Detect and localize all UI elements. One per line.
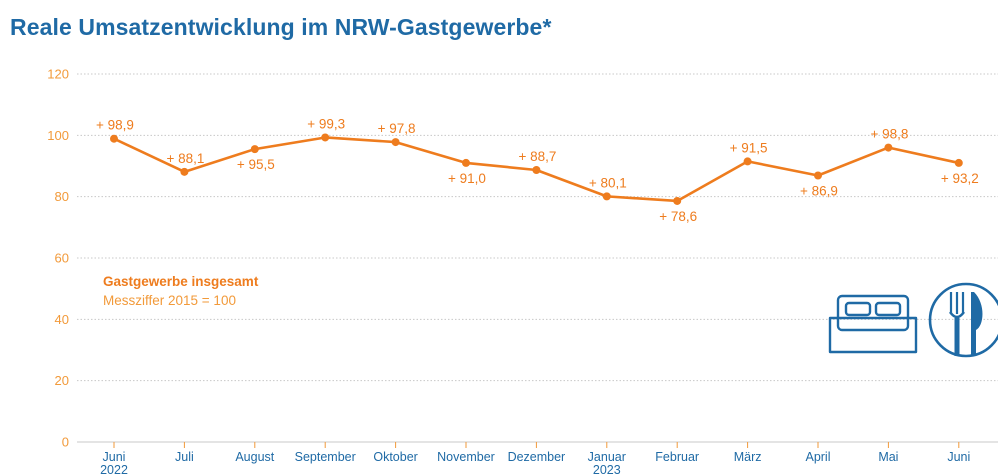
- x-tick-label: Oktober: [373, 450, 417, 464]
- data-label: + 98,9: [96, 118, 134, 133]
- data-point: [743, 157, 752, 166]
- data-label: + 88,7: [518, 149, 556, 164]
- data-labels: + 98,9 + 88,1 + 95,5 + 99,3 + 97,8 + 91,0 + 88…: [96, 116, 979, 223]
- y-tick-label: 0: [62, 435, 69, 450]
- x-tick-label: Februar: [655, 450, 699, 464]
- y-tick-label: 80: [55, 189, 69, 204]
- data-label: + 95,5: [237, 157, 275, 172]
- data-label: + 86,9: [800, 184, 838, 199]
- data-point: [391, 138, 400, 147]
- y-tick-label: 100: [47, 128, 69, 143]
- data-label: + 88,1: [166, 151, 204, 166]
- x-tick-label: September: [295, 450, 356, 464]
- x-tick-label: August: [235, 450, 274, 464]
- y-tick-label: 60: [55, 251, 69, 266]
- data-point: [954, 158, 963, 167]
- x-tick-label: Juli: [175, 450, 194, 464]
- x-tick-label: Juni: [947, 450, 970, 464]
- data-point: [673, 196, 682, 205]
- data-point: [180, 167, 189, 176]
- x-tick-year-label: 2023: [593, 463, 621, 476]
- data-point: [884, 143, 893, 152]
- data-label: + 91,0: [448, 171, 486, 186]
- chart-title: Reale Umsatzentwicklung im NRW-Gastgewer…: [10, 14, 552, 40]
- y-tick-label: 120: [47, 67, 69, 82]
- data-label: + 99,3: [307, 116, 345, 131]
- x-tick-label: Juni: [103, 450, 126, 464]
- bed-icon: [828, 294, 918, 354]
- data-point: [602, 192, 611, 201]
- data-label: + 91,5: [730, 140, 768, 155]
- data-label: + 98,8: [870, 127, 908, 142]
- x-tick-label: März: [734, 450, 762, 464]
- data-point: [110, 134, 118, 143]
- x-tick-label: November: [437, 450, 495, 464]
- data-point: [250, 145, 259, 154]
- data-label: + 78,6: [659, 209, 697, 224]
- data-label: + 93,2: [941, 171, 979, 186]
- x-tick-label: April: [805, 450, 830, 464]
- legend-series-name: Gastgewerbe insgesamt: [103, 274, 259, 289]
- y-tick-label: 20: [55, 373, 69, 388]
- data-point: [321, 133, 330, 142]
- cutlery-icon: [928, 282, 998, 358]
- series-gastgewerbe: [110, 133, 963, 205]
- data-point: [462, 158, 470, 167]
- data-point: [532, 165, 541, 174]
- y-tick-label: 40: [55, 312, 69, 327]
- data-point: [814, 171, 822, 180]
- gridlines: [77, 73, 998, 443]
- x-tick-label: Dezember: [508, 450, 566, 464]
- data-label: + 97,8: [378, 121, 416, 136]
- x-tick-label: Januar: [588, 450, 626, 464]
- data-label: + 80,1: [589, 175, 627, 190]
- x-tick-year-label: 2022: [100, 463, 128, 476]
- x-tick-label: Mai: [878, 450, 898, 464]
- y-axis-ticks: 0 20 40 60 80 100 120: [47, 67, 69, 450]
- legend-subtitle: Messziffer 2015 = 100: [103, 293, 236, 308]
